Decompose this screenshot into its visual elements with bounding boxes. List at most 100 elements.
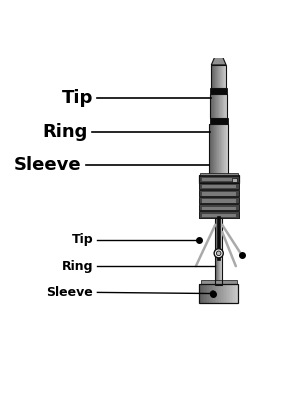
Bar xyxy=(220,65,221,88)
Bar xyxy=(237,175,239,183)
Bar xyxy=(201,175,203,183)
Bar xyxy=(216,94,217,118)
Bar xyxy=(199,175,239,183)
Bar xyxy=(216,65,217,88)
Bar xyxy=(211,65,226,88)
Bar xyxy=(211,65,212,88)
Bar xyxy=(214,124,215,175)
Bar xyxy=(211,94,212,118)
Bar xyxy=(202,178,236,181)
Text: Sleeve: Sleeve xyxy=(14,156,82,174)
Bar xyxy=(219,124,220,175)
Text: Tip: Tip xyxy=(62,89,93,107)
Bar xyxy=(224,94,225,118)
Bar xyxy=(221,218,222,285)
Bar xyxy=(200,284,238,303)
Bar xyxy=(222,65,223,88)
Bar xyxy=(218,124,219,175)
Bar xyxy=(221,124,222,175)
Bar xyxy=(212,124,213,175)
Bar xyxy=(199,176,239,182)
Polygon shape xyxy=(211,53,226,65)
Circle shape xyxy=(210,291,216,296)
Bar xyxy=(227,284,229,303)
Bar xyxy=(219,175,220,183)
Bar xyxy=(216,218,217,285)
Bar xyxy=(220,94,221,118)
Bar xyxy=(224,175,226,183)
Bar xyxy=(212,88,225,90)
Bar xyxy=(222,124,223,175)
Bar xyxy=(215,94,216,118)
Bar xyxy=(225,94,226,118)
Bar xyxy=(224,94,225,118)
Bar xyxy=(217,65,218,88)
Bar xyxy=(226,124,227,175)
Bar xyxy=(204,284,206,303)
Bar xyxy=(233,175,235,183)
Bar xyxy=(226,284,227,303)
Bar xyxy=(215,218,222,285)
Bar xyxy=(210,118,228,124)
Bar xyxy=(199,183,239,189)
Bar xyxy=(212,124,213,175)
Bar xyxy=(208,175,209,183)
Bar xyxy=(201,280,236,284)
Bar xyxy=(230,284,232,303)
Bar xyxy=(227,175,228,183)
Bar xyxy=(210,284,212,303)
Bar xyxy=(209,175,211,183)
Bar xyxy=(209,124,228,175)
Bar xyxy=(217,218,218,285)
Bar xyxy=(211,94,212,118)
Bar xyxy=(216,94,217,118)
Bar xyxy=(209,124,210,175)
Bar xyxy=(230,175,231,183)
Bar xyxy=(211,175,212,183)
Text: Ring: Ring xyxy=(61,259,93,273)
Bar xyxy=(212,94,213,118)
Bar xyxy=(217,124,218,175)
Bar xyxy=(232,178,237,182)
Bar xyxy=(216,175,218,183)
Bar xyxy=(223,124,224,175)
Bar xyxy=(199,211,239,218)
Bar xyxy=(215,175,216,183)
Bar xyxy=(215,284,217,303)
Bar xyxy=(223,175,224,183)
Bar xyxy=(235,175,236,183)
Bar xyxy=(215,65,216,88)
Bar xyxy=(210,94,227,118)
Bar xyxy=(223,65,224,88)
Bar xyxy=(210,94,211,118)
Bar xyxy=(211,124,212,175)
Bar xyxy=(207,175,208,183)
Bar xyxy=(232,175,233,183)
Bar xyxy=(214,94,215,118)
Bar xyxy=(223,94,224,118)
Text: Ring: Ring xyxy=(42,123,87,141)
Bar xyxy=(217,218,218,285)
Circle shape xyxy=(214,249,223,258)
Bar xyxy=(211,124,212,175)
Bar xyxy=(236,284,238,303)
Bar xyxy=(217,216,220,260)
Bar xyxy=(200,284,201,303)
Bar xyxy=(216,124,217,175)
Bar xyxy=(213,94,214,118)
Bar xyxy=(218,175,219,183)
Bar xyxy=(225,175,227,183)
Bar xyxy=(220,175,221,183)
Bar xyxy=(206,284,207,303)
Bar xyxy=(201,284,203,303)
Bar xyxy=(199,175,200,183)
Bar xyxy=(212,94,213,118)
Bar xyxy=(219,218,220,285)
Bar xyxy=(200,173,238,175)
Text: Tip: Tip xyxy=(71,233,93,246)
Bar xyxy=(210,124,211,175)
Bar xyxy=(213,284,215,303)
Bar xyxy=(228,175,230,183)
Bar xyxy=(213,175,215,183)
Bar xyxy=(202,214,236,217)
